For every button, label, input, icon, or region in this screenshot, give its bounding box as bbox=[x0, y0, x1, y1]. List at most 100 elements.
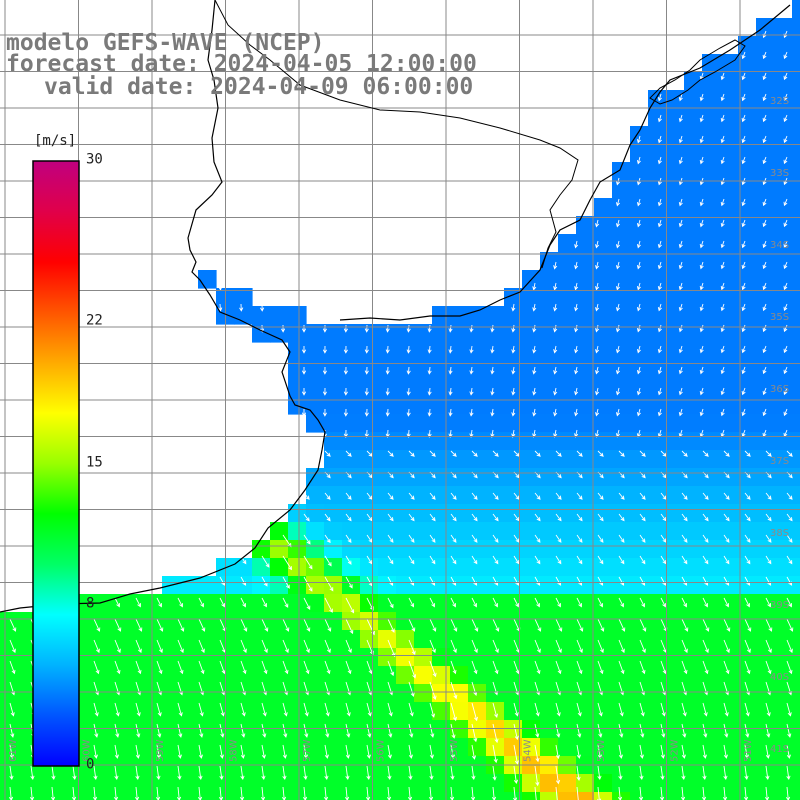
wind-speed-cell bbox=[54, 792, 73, 800]
wind-arrow bbox=[576, 534, 583, 543]
wind-arrow bbox=[322, 324, 327, 333]
wind-speed-cell bbox=[378, 396, 397, 415]
wind-speed-cell bbox=[198, 612, 217, 631]
wind-speed-cell bbox=[432, 378, 451, 397]
wind-arrow bbox=[744, 555, 751, 565]
wind-speed-cell bbox=[540, 270, 559, 289]
wind-arrow bbox=[597, 702, 603, 717]
wind-arrow bbox=[681, 723, 687, 738]
wind-speed-cell bbox=[342, 720, 361, 739]
wind-speed-cell bbox=[504, 594, 523, 613]
wind-arrow bbox=[574, 345, 579, 354]
title-valid-date: valid date: 2024-04-09 06:00:00 bbox=[44, 74, 474, 100]
wind-speed-cell bbox=[288, 522, 307, 541]
wind-speed-cell bbox=[0, 648, 19, 667]
wind-arrow bbox=[720, 198, 725, 207]
latitude-label: 32S bbox=[770, 96, 789, 107]
wind-speed-cell bbox=[432, 540, 451, 559]
wind-speed-cell bbox=[558, 540, 577, 559]
wind-arrow bbox=[156, 597, 162, 608]
wind-arrow bbox=[720, 366, 725, 375]
wind-speed-cell bbox=[594, 558, 613, 577]
wind-arrow bbox=[764, 786, 770, 800]
wind-arrow bbox=[385, 345, 390, 354]
wind-arrow bbox=[385, 387, 390, 396]
wind-arrow bbox=[492, 744, 498, 764]
wind-speed-cell bbox=[378, 612, 397, 631]
wind-speed-cell bbox=[684, 324, 703, 343]
wind-speed-cell bbox=[270, 594, 289, 613]
wind-speed-cell bbox=[792, 630, 800, 649]
wind-arrow bbox=[282, 555, 292, 571]
wind-arrow bbox=[114, 765, 119, 781]
wind-speed-cell bbox=[576, 216, 595, 235]
wind-speed-cell bbox=[648, 558, 667, 577]
wind-speed-cell bbox=[684, 720, 703, 739]
wind-arrow bbox=[597, 618, 605, 632]
wind-arrow bbox=[741, 72, 746, 81]
wind-speed-cell bbox=[360, 540, 379, 559]
wind-arrow bbox=[218, 282, 223, 291]
wind-speed-cell bbox=[684, 792, 703, 800]
wind-arrow bbox=[387, 597, 394, 609]
wind-speed-cell bbox=[684, 198, 703, 217]
latitude-label: 33S bbox=[770, 168, 789, 179]
wind-speed-cell bbox=[450, 666, 469, 685]
wind-arrow bbox=[387, 702, 393, 717]
wind-arrow bbox=[427, 387, 432, 396]
wind-arrow bbox=[156, 744, 161, 759]
wind-speed-cell bbox=[360, 504, 379, 523]
wind-arrow bbox=[618, 513, 625, 522]
wind-speed-cell bbox=[162, 720, 181, 739]
wind-speed-cell bbox=[540, 576, 559, 595]
wind-speed-cell bbox=[792, 702, 800, 721]
wind-speed-cell bbox=[756, 540, 775, 559]
wind-speed-cell bbox=[198, 738, 217, 757]
wind-speed-cell bbox=[792, 450, 800, 469]
wind-speed-cell bbox=[612, 522, 631, 541]
wind-speed-cell bbox=[324, 324, 343, 343]
wind-arrow bbox=[595, 282, 600, 291]
wind-speed-cell bbox=[558, 666, 577, 685]
wind-speed-cell bbox=[774, 684, 793, 703]
wind-speed-cell bbox=[684, 72, 703, 91]
wind-arrow bbox=[699, 282, 704, 291]
wind-speed-cell bbox=[648, 396, 667, 415]
wind-speed-cell bbox=[792, 396, 800, 415]
wind-speed-cell bbox=[792, 792, 800, 800]
wind-speed-cell bbox=[594, 198, 613, 217]
wind-arrow bbox=[553, 408, 558, 417]
wind-speed-cell bbox=[486, 738, 505, 757]
wind-speed-cell bbox=[576, 252, 595, 271]
wind-speed-cell bbox=[756, 270, 775, 289]
wind-speed-cell bbox=[702, 774, 721, 793]
wind-arrow bbox=[574, 261, 579, 270]
wind-arrow bbox=[51, 765, 56, 781]
wind-arrow bbox=[239, 303, 244, 312]
wind-arrow bbox=[492, 618, 500, 632]
wind-arrow bbox=[511, 408, 516, 417]
wind-arrow bbox=[636, 324, 641, 333]
latitude-label: 38S bbox=[770, 528, 789, 539]
wind-speed-cell bbox=[792, 774, 800, 793]
wind-arrow bbox=[490, 366, 495, 375]
wind-speed-cell bbox=[666, 378, 685, 397]
wind-speed-cell bbox=[738, 468, 757, 487]
wind-arrow bbox=[699, 114, 704, 123]
wind-arrow bbox=[408, 534, 415, 543]
wind-speed-cell bbox=[108, 792, 127, 800]
wind-speed-cell bbox=[252, 306, 271, 325]
wind-arrow bbox=[699, 387, 704, 396]
wind-speed-cell bbox=[612, 720, 631, 739]
wind-speed-cell bbox=[594, 738, 613, 757]
wind-arrow bbox=[741, 93, 746, 102]
wind-arrow bbox=[699, 366, 704, 375]
wind-speed-cell bbox=[792, 738, 800, 757]
wind-arrow bbox=[783, 408, 788, 417]
wind-speed-cell bbox=[504, 396, 523, 415]
wind-arrow bbox=[448, 324, 453, 333]
wind-arrow bbox=[576, 702, 582, 717]
wind-speed-cell bbox=[342, 342, 361, 361]
wind-arrow bbox=[387, 555, 394, 565]
wind-arrow bbox=[513, 597, 519, 608]
